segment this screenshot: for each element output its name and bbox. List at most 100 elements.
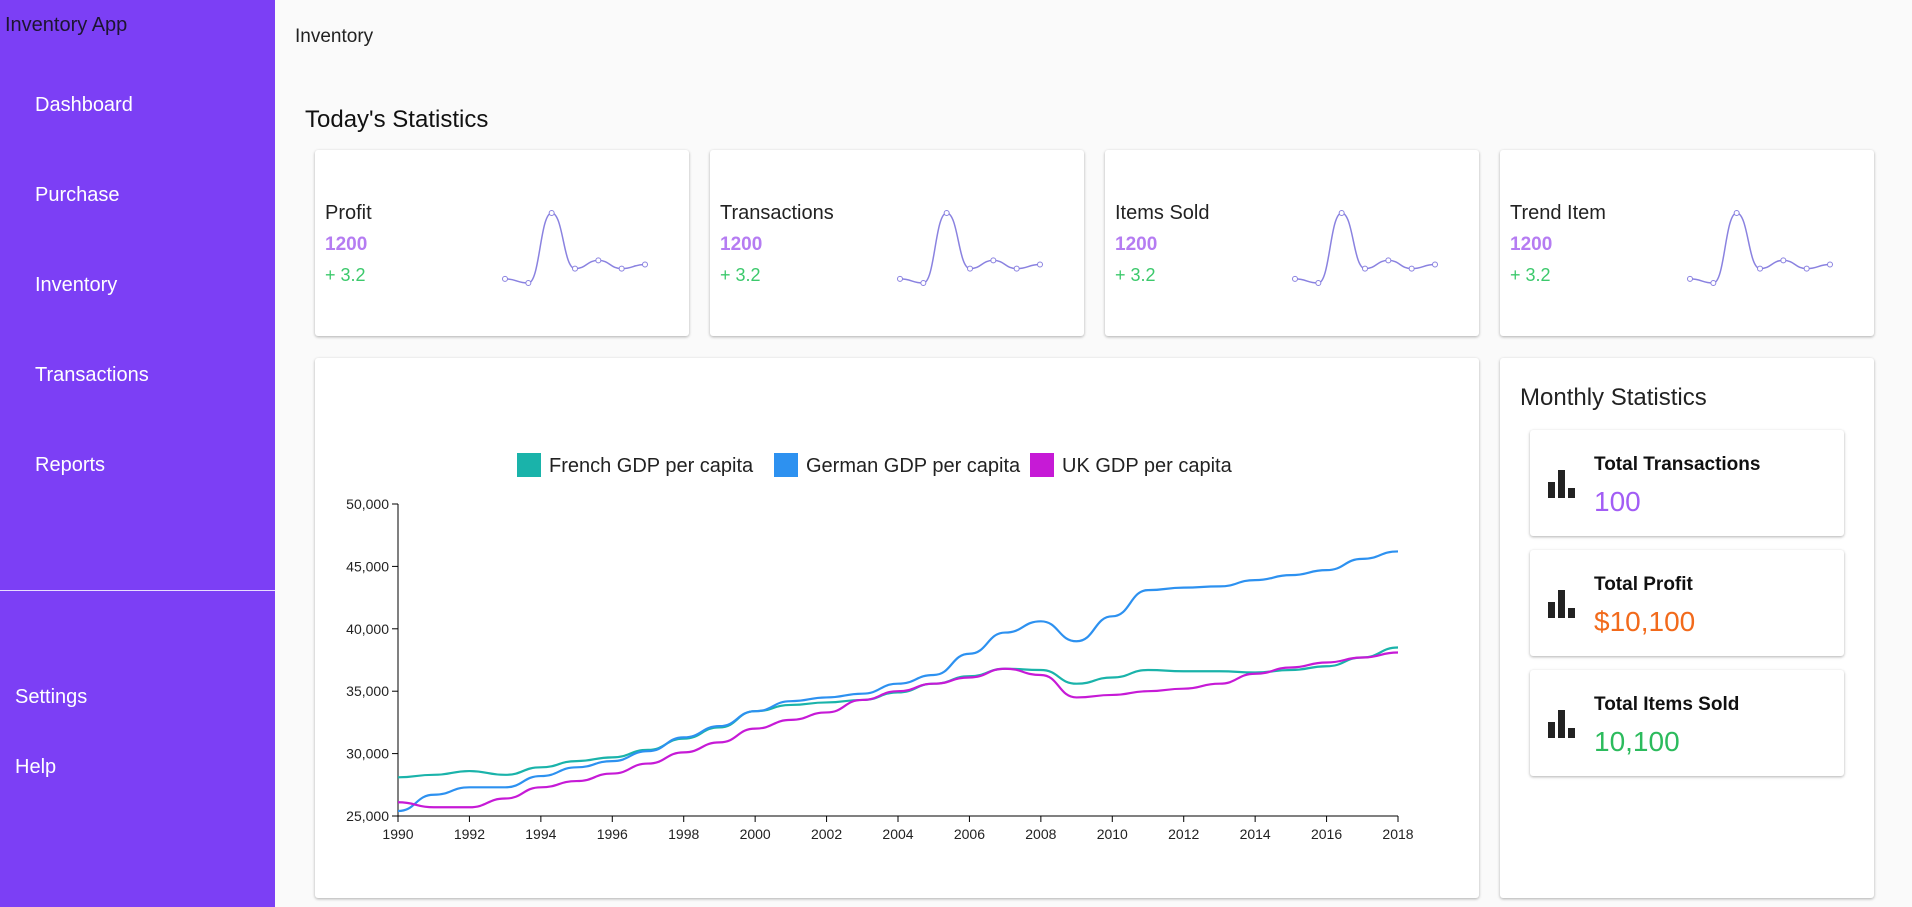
sparkline-point xyxy=(1780,257,1787,264)
sparkline-point xyxy=(943,210,950,216)
x-tick-label: 1994 xyxy=(525,826,556,842)
gdp-line-chart: French GDP per capita German GDP per capi… xyxy=(346,453,1414,842)
series-line xyxy=(397,651,1399,809)
bar-chart-icon xyxy=(1548,470,1575,498)
sidebar-item-help[interactable]: Help xyxy=(15,756,57,778)
y-tick-label: 45,000 xyxy=(346,558,389,574)
sidebar-divider xyxy=(0,590,275,591)
stat-label: Transactions xyxy=(720,202,834,224)
sparkline-point xyxy=(1803,265,1810,272)
sparkline-point xyxy=(1733,210,1740,216)
x-tick-label: 2018 xyxy=(1382,826,1413,842)
legend-swatch xyxy=(517,453,541,477)
sparkline-point xyxy=(1292,275,1298,282)
gdp-chart-card: French GDP per capita German GDP per capi… xyxy=(315,358,1479,898)
y-tick-label: 35,000 xyxy=(346,683,389,699)
stat-change: + 3.2 xyxy=(325,265,366,285)
stat-value: 1200 xyxy=(325,234,368,255)
y-tick-label: 30,000 xyxy=(346,746,389,762)
series-line xyxy=(397,550,1399,813)
sparkline-point xyxy=(1408,265,1415,272)
sparkline-path xyxy=(504,212,646,284)
bar-chart-icon xyxy=(1548,590,1575,618)
stat-card-trend-item: Trend Item 1200 + 3.2 xyxy=(1500,150,1874,336)
stat-card-transactions: Transactions 1200 + 3.2 xyxy=(710,150,1084,336)
stat-change: + 3.2 xyxy=(720,265,761,285)
y-tick-label: 40,000 xyxy=(346,621,389,637)
monthly-item-profit: Total Profit $10,100 xyxy=(1530,550,1844,656)
sparkline-point xyxy=(595,257,602,264)
stat-value: 1200 xyxy=(720,234,763,255)
sparkline xyxy=(1687,210,1833,286)
x-tick-label: 2012 xyxy=(1168,826,1199,842)
x-tick-label: 2006 xyxy=(954,826,985,842)
stat-value: 1200 xyxy=(1510,234,1553,255)
sparkline xyxy=(897,210,1043,286)
stat-card-profit: Profit 1200 + 3.2 xyxy=(315,150,689,336)
sparkline xyxy=(1292,210,1438,286)
sparkline-point xyxy=(967,265,973,272)
sparkline-path xyxy=(1689,212,1831,284)
x-tick-label: 2010 xyxy=(1097,826,1128,842)
x-tick-label: 2014 xyxy=(1240,826,1271,842)
app-title: Inventory App xyxy=(5,14,128,36)
sparkline-point xyxy=(1362,265,1368,272)
stat-value: 1200 xyxy=(1115,234,1158,255)
sparkline-point xyxy=(1338,210,1345,216)
sparkline-point xyxy=(502,275,508,282)
sparkline-point xyxy=(897,275,903,282)
sparkline-point xyxy=(618,265,625,272)
sidebar: Inventory App Dashboard Purchase Invento… xyxy=(0,0,275,907)
y-tick-label: 50,000 xyxy=(346,496,389,512)
stat-change: + 3.2 xyxy=(1115,265,1156,285)
x-tick-label: 2000 xyxy=(740,826,771,842)
monthly-item-value: $10,100 xyxy=(1594,606,1696,637)
x-tick-label: 1996 xyxy=(597,826,628,842)
stat-card-items-sold: Items Sold 1200 + 3.2 xyxy=(1105,150,1479,336)
x-tick-label: 2016 xyxy=(1311,826,1342,842)
sparkline-point xyxy=(920,280,927,286)
monthly-item-label: Total Profit xyxy=(1594,574,1693,595)
sparkline-point xyxy=(525,280,532,286)
stat-label: Trend Item xyxy=(1510,202,1606,224)
sidebar-item-reports[interactable]: Reports xyxy=(35,454,106,476)
monthly-item-label: Total Items Sold xyxy=(1594,694,1740,715)
sparkline-point xyxy=(1315,280,1322,286)
sparkline-point xyxy=(1037,261,1043,268)
sidebar-item-purchase[interactable]: Purchase xyxy=(35,184,120,206)
monthly-item-transactions: Total Transactions 100 xyxy=(1530,430,1844,536)
x-tick-label: 2004 xyxy=(882,826,913,842)
sparkline-point xyxy=(642,261,648,268)
page-title: Inventory xyxy=(295,26,374,47)
sidebar-item-dashboard[interactable]: Dashboard xyxy=(35,94,133,116)
monthly-item-value: 100 xyxy=(1594,486,1641,517)
sparkline-path xyxy=(1294,212,1436,284)
sparkline-point xyxy=(1710,280,1717,286)
sparkline-point xyxy=(1687,275,1693,282)
legend-label: French GDP per capita xyxy=(549,455,754,477)
monthly-statistics-title: Monthly Statistics xyxy=(1520,384,1707,411)
sparkline-path xyxy=(899,212,1041,284)
x-tick-label: 1992 xyxy=(454,826,485,842)
sidebar-item-inventory[interactable]: Inventory xyxy=(35,274,118,296)
sparkline-point xyxy=(990,257,997,264)
sidebar-item-transactions[interactable]: Transactions xyxy=(35,364,149,386)
legend-swatch xyxy=(1030,453,1054,477)
legend-label: German GDP per capita xyxy=(806,455,1021,477)
stat-change: + 3.2 xyxy=(1510,265,1551,285)
legend-swatch xyxy=(774,453,798,477)
monthly-statistics-card: Monthly Statistics Total Transactions 10… xyxy=(1500,358,1874,898)
monthly-item-label: Total Transactions xyxy=(1594,454,1761,475)
x-tick-label: 1990 xyxy=(382,826,413,842)
monthly-item-value: 10,100 xyxy=(1594,726,1680,757)
stat-label: Items Sold xyxy=(1115,202,1210,224)
x-tick-label: 1998 xyxy=(668,826,699,842)
sidebar-item-settings[interactable]: Settings xyxy=(15,686,88,708)
series-line xyxy=(397,646,1399,779)
bar-chart-icon xyxy=(1548,710,1575,738)
sparkline-point xyxy=(1432,261,1438,268)
sparkline-point xyxy=(1385,257,1392,264)
sparkline xyxy=(502,210,648,286)
sparkline-point xyxy=(1827,261,1833,268)
y-tick-label: 25,000 xyxy=(346,808,389,824)
